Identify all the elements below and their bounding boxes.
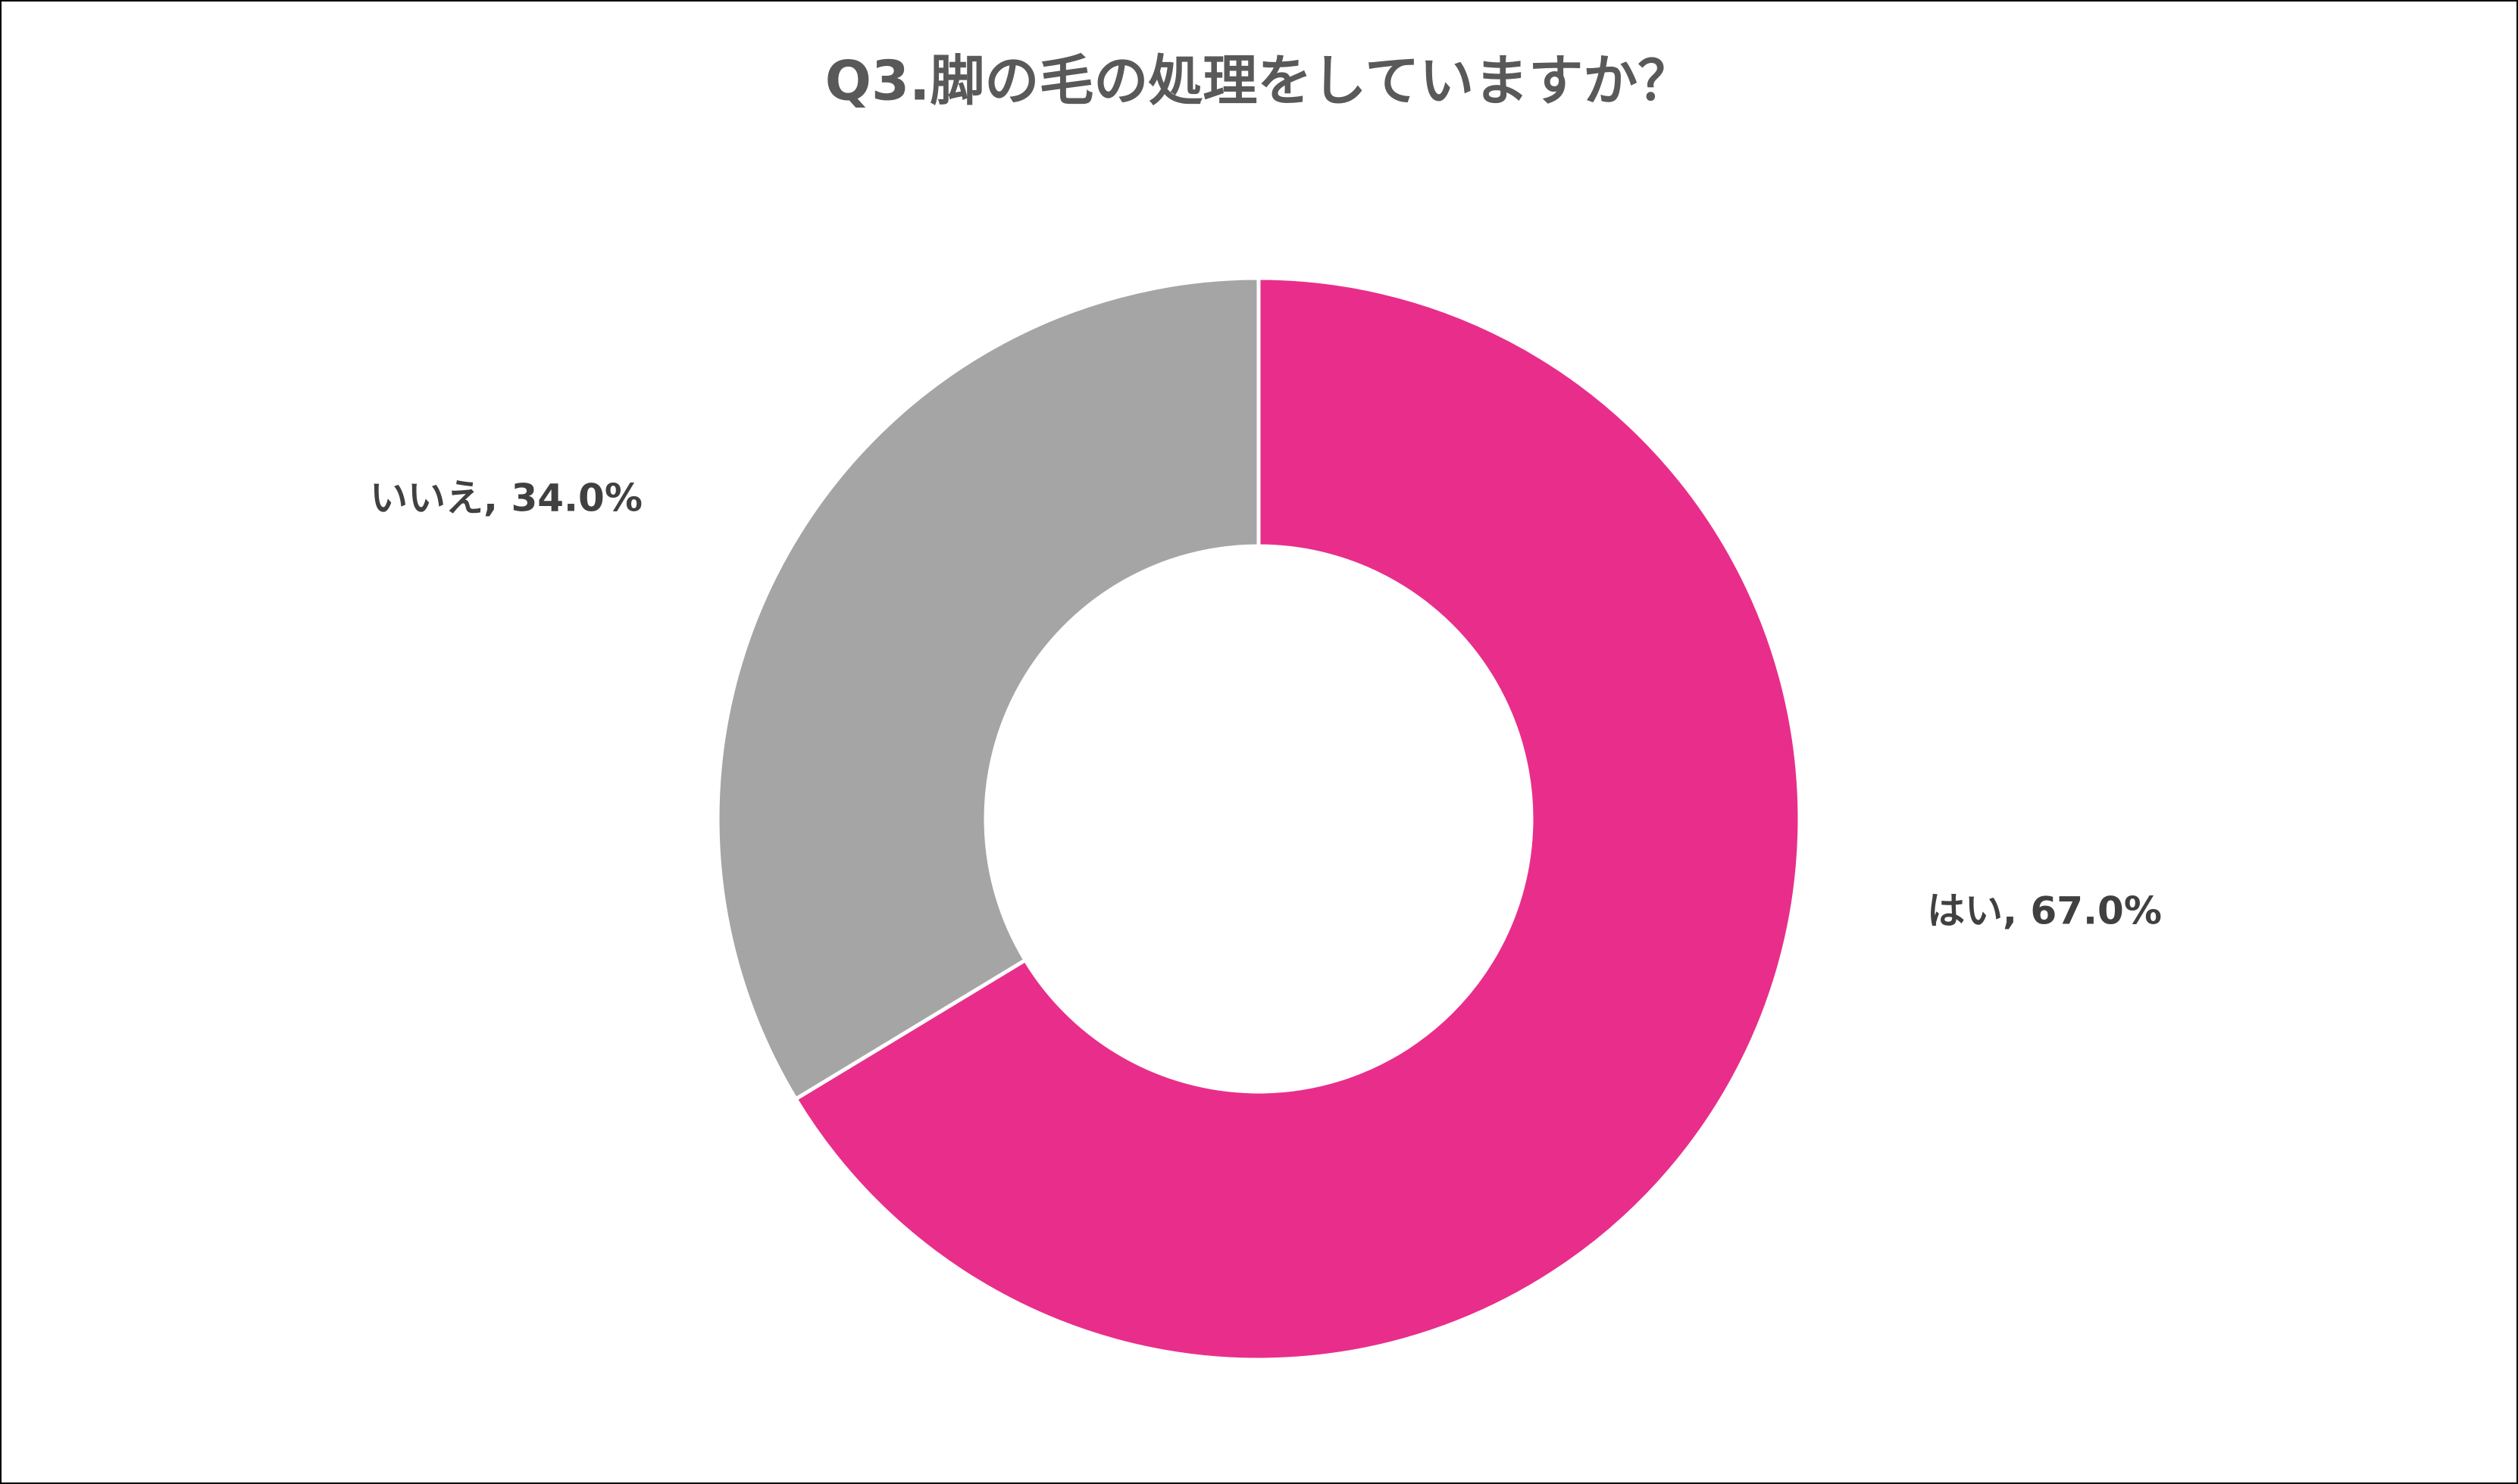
data-label: はい, 67.0% bbox=[1927, 889, 2162, 933]
data-label: いいえ, 34.0% bbox=[370, 476, 643, 520]
donut-slice bbox=[793, 276, 1802, 1362]
donut-slice bbox=[715, 276, 1261, 1102]
chart-title: Q3.脚の毛の処理をしていますか？ bbox=[825, 49, 1693, 113]
